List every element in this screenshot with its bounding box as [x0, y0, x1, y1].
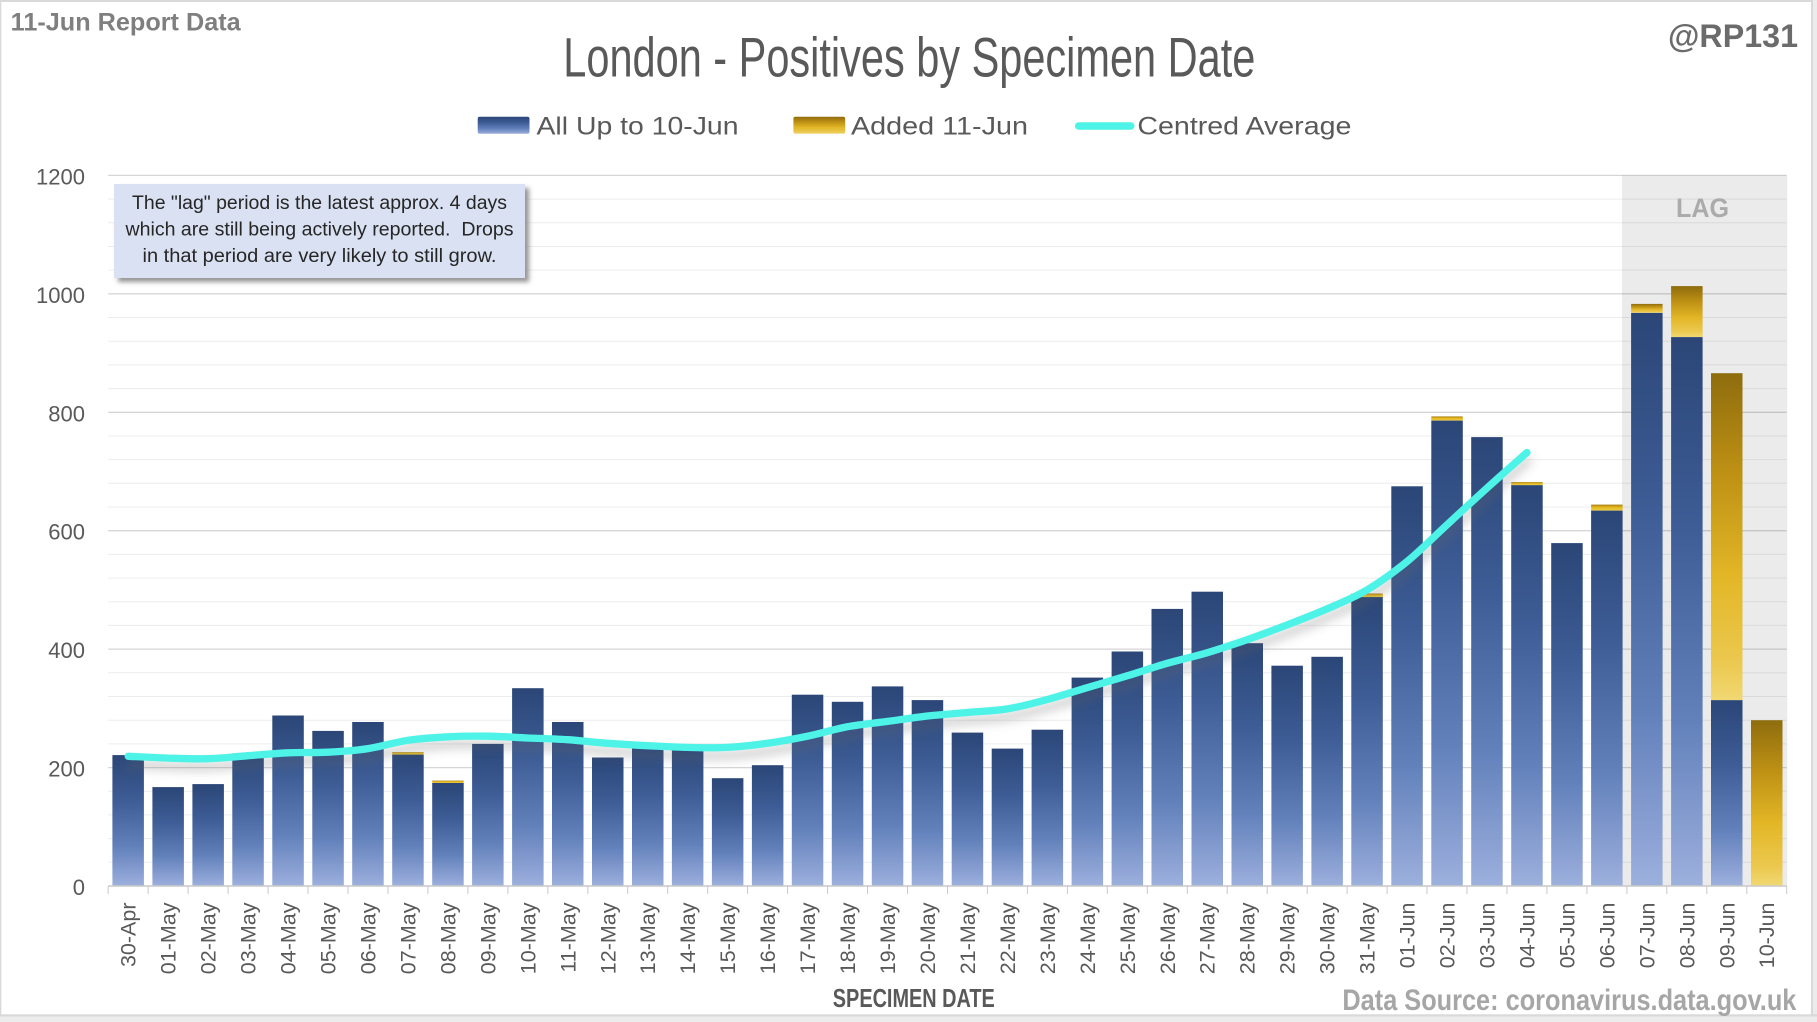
svg-text:26-May: 26-May [1156, 902, 1180, 974]
svg-text:12-May: 12-May [596, 902, 620, 974]
svg-text:Centred Average: Centred Average [1137, 113, 1351, 141]
svg-text:25-May: 25-May [1116, 902, 1140, 974]
svg-text:06-May: 06-May [357, 902, 381, 974]
svg-text:11-May: 11-May [556, 902, 580, 972]
svg-text:03-May: 03-May [237, 902, 261, 974]
svg-text:All Up to 10-Jun: All Up to 10-Jun [537, 113, 739, 141]
svg-text:The "lag" period is the latest: The "lag" period is the latest approx. 4… [132, 193, 507, 214]
svg-text:13-May: 13-May [636, 902, 660, 974]
svg-text:18-May: 18-May [836, 902, 860, 974]
svg-text:23-May: 23-May [1036, 902, 1060, 974]
svg-text:11-Jun Report Data: 11-Jun Report Data [11, 9, 242, 37]
svg-text:800: 800 [48, 401, 85, 426]
svg-text:05-Jun: 05-Jun [1555, 903, 1579, 969]
svg-text:27-May: 27-May [1196, 902, 1220, 974]
svg-text:400: 400 [48, 638, 85, 663]
svg-text:Added 11-Jun: Added 11-Jun [851, 113, 1028, 141]
svg-text:24-May: 24-May [1076, 902, 1100, 974]
svg-text:1000: 1000 [36, 283, 85, 308]
svg-text:SPECIMEN DATE: SPECIMEN DATE [833, 983, 995, 1013]
svg-text:08-May: 08-May [436, 902, 460, 974]
svg-text:Data Source: coronavirus.data.: Data Source: coronavirus.data.gov.uk [1342, 984, 1796, 1017]
svg-text:31-May: 31-May [1356, 902, 1380, 974]
svg-text:London - Positives by Specimen: London - Positives by Specimen Date [563, 26, 1255, 89]
svg-text:0: 0 [73, 875, 85, 900]
svg-text:02-May: 02-May [197, 902, 221, 974]
svg-text:19-May: 19-May [876, 902, 900, 974]
svg-text:10-May: 10-May [516, 902, 540, 974]
svg-text:15-May: 15-May [716, 902, 740, 974]
svg-text:14-May: 14-May [676, 902, 700, 974]
svg-text:28-May: 28-May [1236, 902, 1260, 974]
svg-text:20-May: 20-May [916, 902, 940, 974]
svg-text:30-May: 30-May [1316, 902, 1340, 974]
svg-text:17-May: 17-May [796, 902, 820, 974]
svg-text:200: 200 [48, 757, 85, 782]
svg-text:09-May: 09-May [476, 902, 500, 974]
svg-text:in that period are very likely: in that period are very likely to still … [143, 246, 497, 267]
svg-text:07-May: 07-May [396, 902, 420, 974]
svg-text:30-Apr: 30-Apr [117, 903, 141, 968]
svg-text:16-May: 16-May [756, 902, 780, 974]
svg-text:07-Jun: 07-Jun [1635, 903, 1659, 969]
svg-text:06-Jun: 06-Jun [1595, 903, 1619, 969]
svg-text:which are still being actively: which are still being actively reported.… [124, 220, 513, 241]
svg-text:04-Jun: 04-Jun [1516, 903, 1540, 969]
svg-text:29-May: 29-May [1276, 902, 1300, 974]
svg-text:10-Jun: 10-Jun [1755, 903, 1779, 969]
svg-text:02-Jun: 02-Jun [1436, 903, 1460, 969]
svg-text:1200: 1200 [36, 164, 85, 189]
svg-text:05-May: 05-May [317, 902, 341, 974]
svg-text:08-Jun: 08-Jun [1675, 903, 1699, 969]
svg-text:22-May: 22-May [996, 902, 1020, 974]
svg-text:09-Jun: 09-Jun [1715, 903, 1739, 969]
svg-text:03-Jun: 03-Jun [1476, 903, 1500, 969]
svg-text:01-May: 01-May [157, 902, 181, 974]
svg-text:LAG: LAG [1676, 193, 1729, 223]
svg-text:21-May: 21-May [956, 902, 980, 974]
svg-text:04-May: 04-May [277, 902, 301, 974]
svg-text:@RP131: @RP131 [1668, 18, 1798, 54]
svg-text:01-Jun: 01-Jun [1396, 903, 1420, 969]
svg-text:600: 600 [48, 520, 85, 545]
